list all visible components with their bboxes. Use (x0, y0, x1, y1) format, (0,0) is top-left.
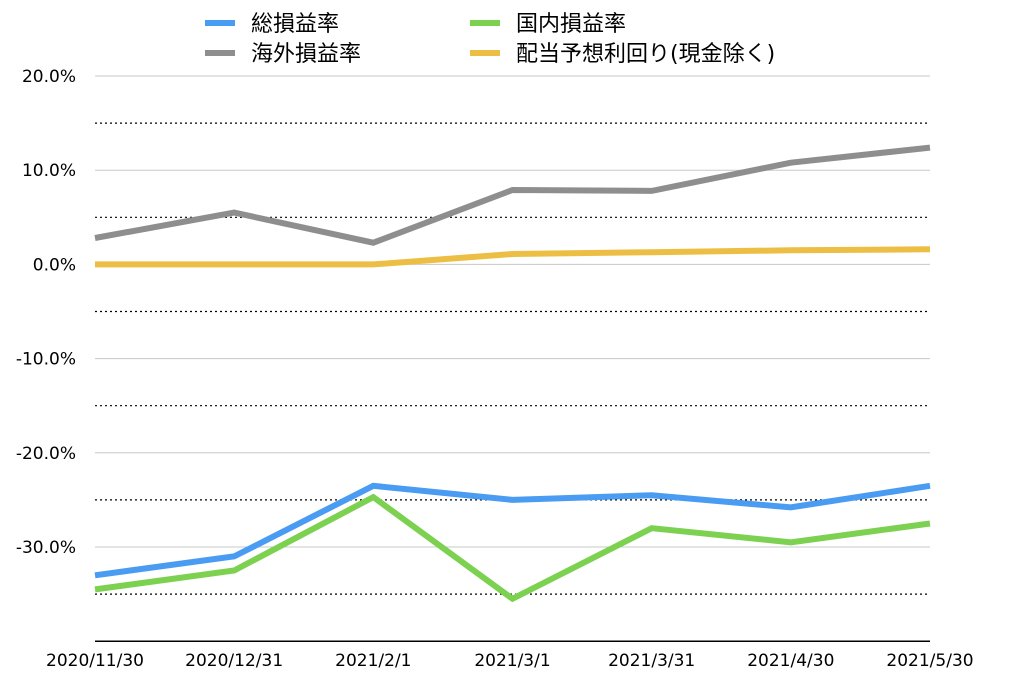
legend-label-1: 国内損益率 (516, 12, 626, 37)
y-tick-label: 0.0% (33, 255, 76, 275)
series-layer (94, 144, 931, 603)
series-line-3 (95, 246, 931, 268)
legend-label-2: 海外損益率 (251, 42, 361, 67)
x-tick-label: 2020/11/30 (46, 651, 144, 671)
axis-layer: 20.0% 10.0% 0.0% -10.0% -20.0% -30.0% 2020/11/… (16, 67, 974, 671)
series-line-2 (94, 144, 931, 246)
y-tick-label: -20.0% (16, 444, 76, 464)
legend-label-3: 配当予想利回り(現金除く) (516, 42, 775, 67)
series-line-1 (94, 493, 931, 603)
y-tick-label: 10.0% (22, 161, 76, 181)
legend-label-0: 総損益率 (251, 12, 339, 37)
y-tick-label: -10.0% (16, 350, 76, 370)
series-line-0 (94, 482, 931, 579)
y-tick-label: 20.0% (22, 67, 76, 87)
y-tick-label: -30.0% (16, 538, 76, 558)
grid-layer (95, 75, 930, 595)
x-tick-label: 2021/5/30 (886, 651, 973, 671)
x-tick-label: 2021/2/1 (335, 651, 411, 671)
x-tick-label: 2021/3/31 (608, 651, 695, 671)
x-tick-label: 2020/12/31 (185, 651, 283, 671)
x-tick-label: 2021/3/1 (474, 651, 550, 671)
x-tick-label: 2021/4/30 (747, 651, 834, 671)
